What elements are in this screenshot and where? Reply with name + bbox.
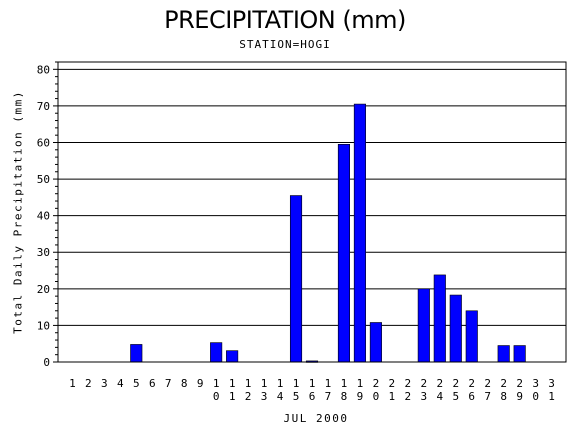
- chart-title: PRECIPITATION (mm): [164, 6, 406, 34]
- y-tick-label: 70: [37, 100, 50, 113]
- bar-day-25: [449, 294, 462, 363]
- x-axis-label: JUL 2000: [283, 412, 349, 425]
- x-tick-label: 6: [149, 377, 156, 390]
- bar-day-5: [130, 344, 143, 363]
- bars: [130, 103, 526, 363]
- x-tick-label: 3: [101, 377, 108, 390]
- x-tick-label: 2: [85, 377, 92, 390]
- y-tick-label: 30: [37, 246, 50, 259]
- y-tick-label: 40: [37, 210, 50, 223]
- x-tick-label: 9: [197, 377, 204, 390]
- bar-day-18: [337, 144, 351, 363]
- x-tick-label: 8: [181, 377, 188, 390]
- bar-day-26: [465, 310, 478, 363]
- x-tick-label: 5: [133, 377, 140, 390]
- y-tick-label: 20: [37, 283, 50, 296]
- y-tick-label: 0: [43, 356, 50, 369]
- x-tick-label: 7: [165, 377, 172, 390]
- axes: [53, 61, 567, 363]
- bar-day-23: [417, 288, 430, 363]
- bar-day-15: [289, 195, 303, 363]
- y-tick-label: 10: [37, 319, 50, 332]
- y-tick-label: 80: [37, 63, 50, 76]
- x-tick-label: 1: [69, 377, 76, 390]
- bar-day-24: [433, 274, 446, 363]
- bar-day-10: [210, 342, 223, 363]
- chart-subtitle: STATION=HOGI: [239, 38, 331, 51]
- gridlines: [58, 68, 566, 326]
- x-tick-label: 4: [117, 377, 124, 390]
- bar-day-19: [353, 103, 366, 363]
- bar-day-11: [226, 350, 239, 363]
- bar-day-20: [369, 322, 382, 363]
- bar-day-28: [497, 345, 510, 363]
- plot-frame: [57, 61, 567, 363]
- bar-day-29: [513, 345, 526, 363]
- y-tick-label: 50: [37, 173, 50, 186]
- y-tick-label: 60: [37, 136, 50, 149]
